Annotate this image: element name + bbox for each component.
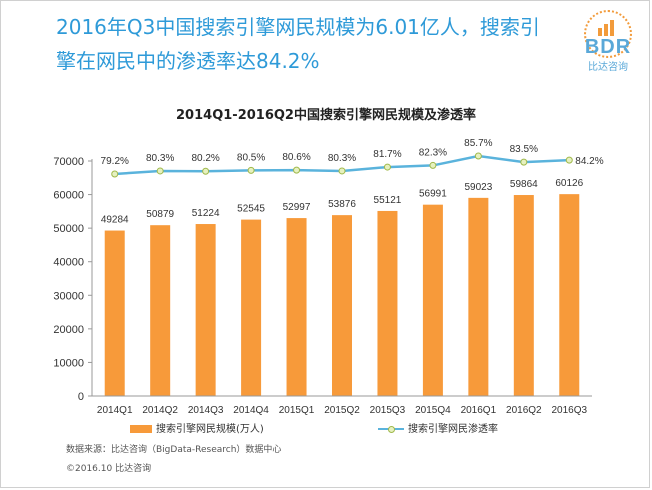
x-tick-label: 2015Q2 [324,405,360,416]
x-tick-label: 2014Q3 [188,405,224,416]
chart-title: 2014Q1-2016Q2中国搜索引擎网民规模及渗透率 [176,108,476,123]
line-point [429,161,437,169]
y-tick-label: 10000 [53,357,84,369]
line-point [520,158,528,166]
bar-value-label: 59023 [464,182,492,193]
legend-item-line: 搜索引擎网民渗透率 [378,420,498,435]
line-point [474,152,482,160]
bar-value-label: 50879 [146,209,174,220]
logo-sub-text: 比达咨询 [588,62,628,73]
line-point [156,167,164,175]
bar [104,230,125,396]
slide-headline: 2016年Q3中国搜索引擎网民规模为6.01亿人，搜索引 擎在网民中的渗透率达8… [56,10,556,78]
bar [195,224,216,396]
logo-bars-icon [598,18,620,36]
bar [377,210,398,396]
x-tick-label: 2015Q1 [279,405,315,416]
line-point [383,163,391,171]
bar [241,219,262,396]
x-tick-label: 2015Q4 [415,405,451,416]
bar-value-labels: 49284 50879 51224 52545 52997 53876 55121 56991… [101,178,584,225]
bar [513,195,534,396]
line-value-label: 80.5% [237,152,265,163]
bar-value-label: 49284 [101,215,129,226]
y-tick-label: 70000 [53,156,84,168]
line-point [202,167,210,175]
bar [422,204,443,396]
line-value-label: 80.3% [328,153,356,164]
bar-value-label: 59864 [510,179,538,190]
bdr-logo: BDR 比达咨询 [576,10,640,73]
x-tick-label: 2014Q1 [97,405,133,416]
legend-item-bar: 搜索引擎网民规模(万人) [130,420,264,435]
line-value-label: 85.7% [464,138,492,149]
y-tick-label: 40000 [53,257,84,269]
copyright-note: ©2016.10 比达咨询 [66,464,152,474]
line-value-label: 84.2% [575,156,603,167]
y-tick-label: 20000 [53,324,84,336]
line-value-label: 79.2% [101,156,129,167]
bar-value-label: 51224 [192,208,220,219]
line-value-label: 80.6% [282,152,310,163]
x-tick-label: 2016Q2 [506,405,542,416]
x-tick-label: 2016Q1 [461,405,497,416]
bar-series [104,194,580,396]
logo-ring-icon [584,10,632,58]
line-value-label: 83.5% [510,144,538,155]
line-point [338,167,346,175]
legend-line-swatch-icon [378,424,404,434]
y-tick-label: 0 [78,391,84,403]
line-value-label: 82.3% [419,147,447,158]
data-source-note: 数据来源：比达咨询（BigData-Research）数据中心 [66,445,282,455]
line-point [565,156,573,164]
headline-line-1: 2016年Q3中国搜索引擎网民规模为6.01亿人，搜索引 [56,15,540,39]
line-point [247,166,255,174]
bar-value-label: 56991 [419,189,447,200]
x-tick-label: 2014Q2 [142,405,178,416]
line-value-label: 81.7% [373,149,401,160]
bar [286,218,307,396]
headline-line-2: 擎在网民中的渗透率达84.2% [56,49,320,73]
bar-value-label: 55121 [374,195,402,206]
bar [468,197,489,396]
line-point [293,166,301,174]
line-value-labels: 79.2% 80.3% 80.2% 80.5% 80.6% 80.3% 81.7% 82.3%… [101,138,604,167]
bar [559,194,580,396]
bar [150,225,171,396]
line-series [111,152,573,178]
x-tick-label: 2015Q3 [370,405,406,416]
y-tick-label: 50000 [53,223,84,235]
bar-value-label: 52997 [283,202,311,213]
line-value-label: 80.2% [191,153,219,164]
y-tick-label: 60000 [53,190,84,202]
legend-line-label: 搜索引擎网民渗透率 [408,424,498,435]
bar-value-label: 60126 [555,178,583,189]
x-axis: 2014Q1 2014Q2 2014Q3 2014Q4 2015Q1 2015Q2 2015… [92,395,592,416]
y-tick-label: 30000 [53,290,84,302]
bar-value-label: 53876 [328,199,356,210]
logo-brand-text: BDR [584,36,632,58]
bar-value-label: 52545 [237,204,265,215]
line-value-label: 80.3% [146,153,174,164]
x-tick-label: 2016Q3 [551,405,587,416]
legend-bar-label: 搜索引擎网民规模(万人) [156,424,264,435]
bar [332,215,352,396]
legend-bar-swatch-icon [130,425,152,433]
x-tick-label: 2014Q4 [233,405,269,416]
line-point [111,170,119,178]
y-axis: 0 10000 20000 30000 40000 50000 60000 70000 [53,156,93,403]
